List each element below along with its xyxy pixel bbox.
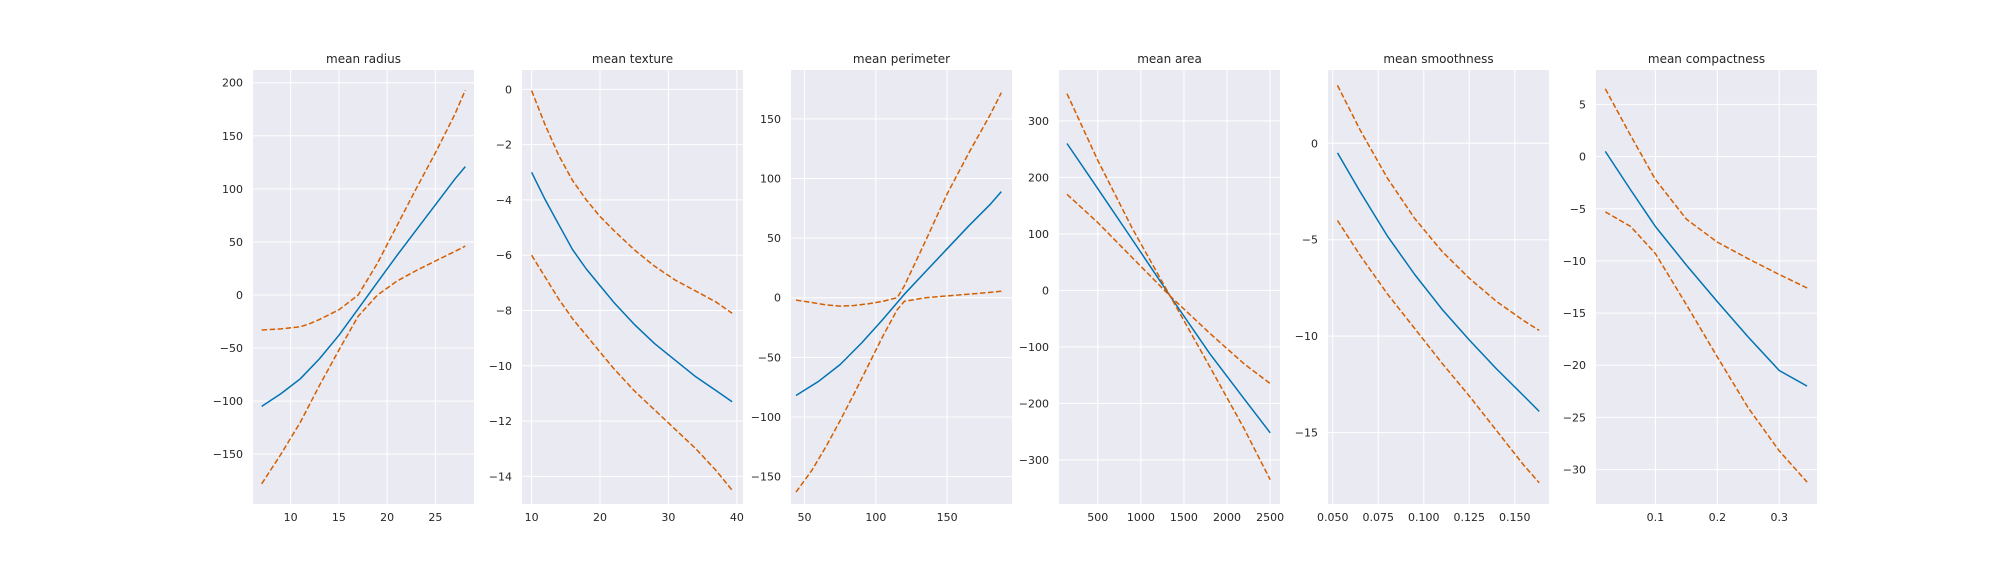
y-tick-label: −10 — [489, 360, 512, 373]
subplot-1: 10 15 20 25 −150 −100 −50 0 50 100 150 200 mean radi… — [213, 52, 474, 524]
x-tick-label: 25 — [428, 511, 442, 524]
x-tick-label: 15 — [332, 511, 346, 524]
x-tick-label: 0.150 — [1499, 511, 1531, 524]
y-tick-label: −50 — [758, 351, 781, 364]
y-tick-label: 100 — [222, 183, 243, 196]
x-tick-label: 0.100 — [1408, 511, 1440, 524]
estimate-line — [1336, 152, 1540, 412]
x-tick-label: 0.050 — [1317, 511, 1349, 524]
x-tick-label: 0.125 — [1454, 511, 1486, 524]
y-tick-label: −100 — [1019, 341, 1049, 354]
x-tick-label: 10 — [284, 511, 298, 524]
y-tick-label: −5 — [1302, 234, 1318, 247]
subplot-2: 10 20 30 40 −14 −12 −10 −8 −6 −4 −2 0 mean texture — [489, 52, 744, 524]
lower-bound-line — [1336, 220, 1540, 484]
lower-bound-line — [795, 290, 1002, 493]
y-tick-label: 200 — [222, 77, 243, 90]
subplot-title: mean smoothness — [1383, 52, 1493, 66]
upper-bound-line — [1336, 85, 1540, 332]
estimate-line — [261, 166, 466, 408]
y-tick-label: −100 — [751, 411, 781, 424]
y-tick-label: −6 — [496, 249, 512, 262]
lower-bound-line — [1066, 193, 1271, 385]
lower-bound-line — [1604, 211, 1808, 483]
x-tick-label: 0.3 — [1770, 511, 1788, 524]
y-tick-label: 0 — [1311, 137, 1318, 150]
x-tick-label: 1500 — [1170, 511, 1198, 524]
x-tick-label: 1000 — [1127, 511, 1155, 524]
y-tick-label: 150 — [760, 113, 781, 126]
subplot-title: mean compactness — [1648, 52, 1765, 66]
y-tick-label: −15 — [1295, 427, 1318, 440]
x-tick-label: 20 — [593, 511, 607, 524]
x-tick-label: 500 — [1087, 511, 1108, 524]
y-tick-label: 50 — [767, 232, 781, 245]
y-tick-label: 300 — [1028, 115, 1049, 128]
subplot-title: mean radius — [326, 52, 401, 66]
y-tick-label: 100 — [1028, 228, 1049, 241]
estimate-line — [795, 191, 1002, 397]
y-tick-label: −200 — [1019, 397, 1049, 410]
y-tick-label: 0 — [1579, 151, 1586, 164]
subplot-6: 0.1 0.2 0.3 −30 −25 −20 −15 −10 −5 0 5 mean compact… — [1563, 52, 1817, 524]
x-tick-label: 0.075 — [1362, 511, 1394, 524]
estimate-line — [530, 171, 733, 403]
x-tick-label: 2500 — [1256, 511, 1284, 524]
x-tick-label: 20 — [380, 511, 394, 524]
estimate-line — [1604, 150, 1808, 387]
y-tick-label: −100 — [213, 395, 243, 408]
y-tick-label: 0 — [236, 289, 243, 302]
y-tick-label: 0 — [1042, 284, 1049, 297]
y-tick-label: −150 — [751, 471, 781, 484]
y-tick-label: 100 — [760, 173, 781, 186]
x-tick-label: 100 — [865, 511, 886, 524]
x-tick-label: 0.2 — [1709, 511, 1727, 524]
y-tick-label: −15 — [1563, 307, 1586, 320]
y-tick-label: −12 — [489, 415, 512, 428]
x-tick-label: 30 — [661, 511, 675, 524]
y-tick-label: 0 — [505, 83, 512, 96]
x-tick-label: 0.1 — [1647, 511, 1665, 524]
upper-bound-line — [1604, 88, 1808, 289]
lower-bound-line — [261, 245, 466, 485]
plot-area — [1059, 70, 1280, 504]
y-tick-label: −150 — [213, 448, 243, 461]
y-tick-label: −4 — [496, 194, 512, 207]
y-tick-label: −2 — [496, 139, 512, 152]
x-tick-label: 10 — [525, 511, 539, 524]
x-tick-label: 2000 — [1213, 511, 1241, 524]
y-tick-label: 50 — [229, 236, 243, 249]
upper-bound-line — [795, 92, 1002, 307]
plot-area — [1328, 70, 1549, 504]
subplot-4: 500 1000 1500 2000 2500 −300 −200 −100 0 100 200 30… — [1019, 52, 1284, 524]
y-tick-label: 0 — [774, 292, 781, 305]
y-tick-label: −20 — [1563, 359, 1586, 372]
subplot-3: 50 100 150 −150 −100 −50 0 50 100 150 mean perimet… — [751, 52, 1012, 524]
subplot-title: mean area — [1137, 52, 1202, 66]
lower-bound-line — [530, 254, 733, 491]
y-tick-label: 200 — [1028, 171, 1049, 184]
subplot-title: mean texture — [592, 52, 673, 66]
x-tick-label: 50 — [798, 511, 812, 524]
y-tick-label: −10 — [1295, 330, 1318, 343]
y-tick-label: −10 — [1563, 255, 1586, 268]
y-tick-label: −8 — [496, 304, 512, 317]
y-tick-label: 150 — [222, 130, 243, 143]
x-tick-label: 40 — [730, 511, 744, 524]
subplot-title: mean perimeter — [853, 52, 950, 66]
y-tick-label: −30 — [1563, 464, 1586, 477]
x-tick-label: 150 — [937, 511, 958, 524]
y-tick-label: −25 — [1563, 411, 1586, 424]
plot-area — [1596, 70, 1817, 504]
y-tick-label: 5 — [1579, 98, 1586, 111]
y-tick-label: −5 — [1570, 203, 1586, 216]
upper-bound-line — [530, 90, 733, 314]
y-tick-label: −50 — [220, 342, 243, 355]
y-tick-label: −300 — [1019, 454, 1049, 467]
plot-area — [522, 70, 743, 504]
upper-bound-line — [261, 89, 466, 331]
y-tick-label: −14 — [489, 470, 512, 483]
subplot-5: 0.050 0.075 0.100 0.125 0.150 −15 −10 −5 0 mean s… — [1295, 52, 1549, 524]
